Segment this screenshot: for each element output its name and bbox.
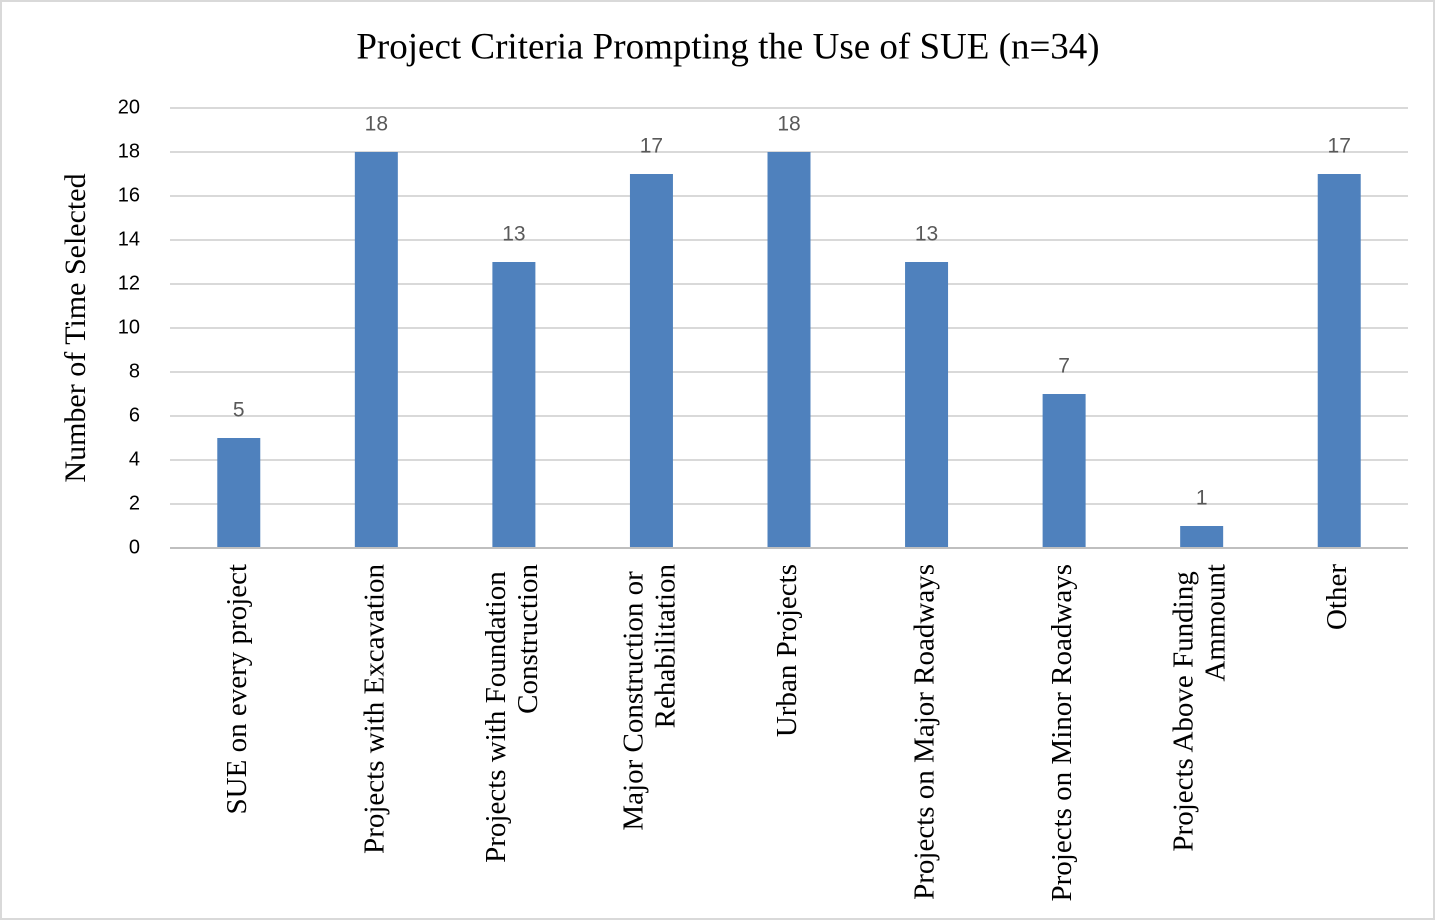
x-tick-label: Projects with Excavation xyxy=(358,564,390,854)
bar xyxy=(1042,394,1086,548)
data-label: 17 xyxy=(1328,135,1351,158)
bar xyxy=(1180,526,1224,548)
x-tick-label: Other xyxy=(1321,564,1353,630)
data-label: 13 xyxy=(502,223,525,246)
y-tick-label: 18 xyxy=(118,140,140,162)
bar xyxy=(629,174,673,548)
x-tick-label: Projects with Foundation Construction xyxy=(480,564,544,863)
y-tick-label: 10 xyxy=(118,316,140,338)
x-tick-label: Projects on Major Roadways xyxy=(908,564,940,900)
bar xyxy=(905,262,949,548)
data-label: 17 xyxy=(640,135,663,158)
y-tick-label: 2 xyxy=(129,492,140,514)
bar xyxy=(1317,174,1361,548)
y-tick-label: 12 xyxy=(118,272,140,294)
y-tick-label: 6 xyxy=(129,404,140,426)
y-tick-label: 16 xyxy=(118,184,140,206)
data-label: 13 xyxy=(915,223,938,246)
x-tick-label: Urban Projects xyxy=(771,564,803,737)
y-tick-label: 4 xyxy=(129,448,140,470)
chart-title: Project Criteria Prompting the Use of SU… xyxy=(356,26,1099,67)
y-tick-label: 14 xyxy=(118,228,140,250)
x-tick-label: Projects on Minor Roadways xyxy=(1046,564,1078,902)
x-tick-label: Major Construction or Rehabilitation xyxy=(617,564,681,831)
data-label: 18 xyxy=(365,113,388,136)
x-tick-label: SUE on every project xyxy=(220,564,252,814)
x-tick-label: Projects Above Funding Ammount xyxy=(1167,564,1231,852)
bar xyxy=(492,262,536,548)
data-label: 7 xyxy=(1058,355,1070,378)
bar xyxy=(354,152,398,548)
data-label: 5 xyxy=(233,399,245,422)
y-tick-label: 8 xyxy=(129,360,140,382)
y-axis-title: Number of Time Selected xyxy=(59,173,92,482)
data-label: 1 xyxy=(1196,487,1208,510)
bar xyxy=(767,152,811,548)
data-label: 18 xyxy=(777,113,800,136)
bar xyxy=(217,438,261,548)
y-tick-label: 0 xyxy=(129,536,140,558)
y-tick-label: 20 xyxy=(118,96,140,118)
